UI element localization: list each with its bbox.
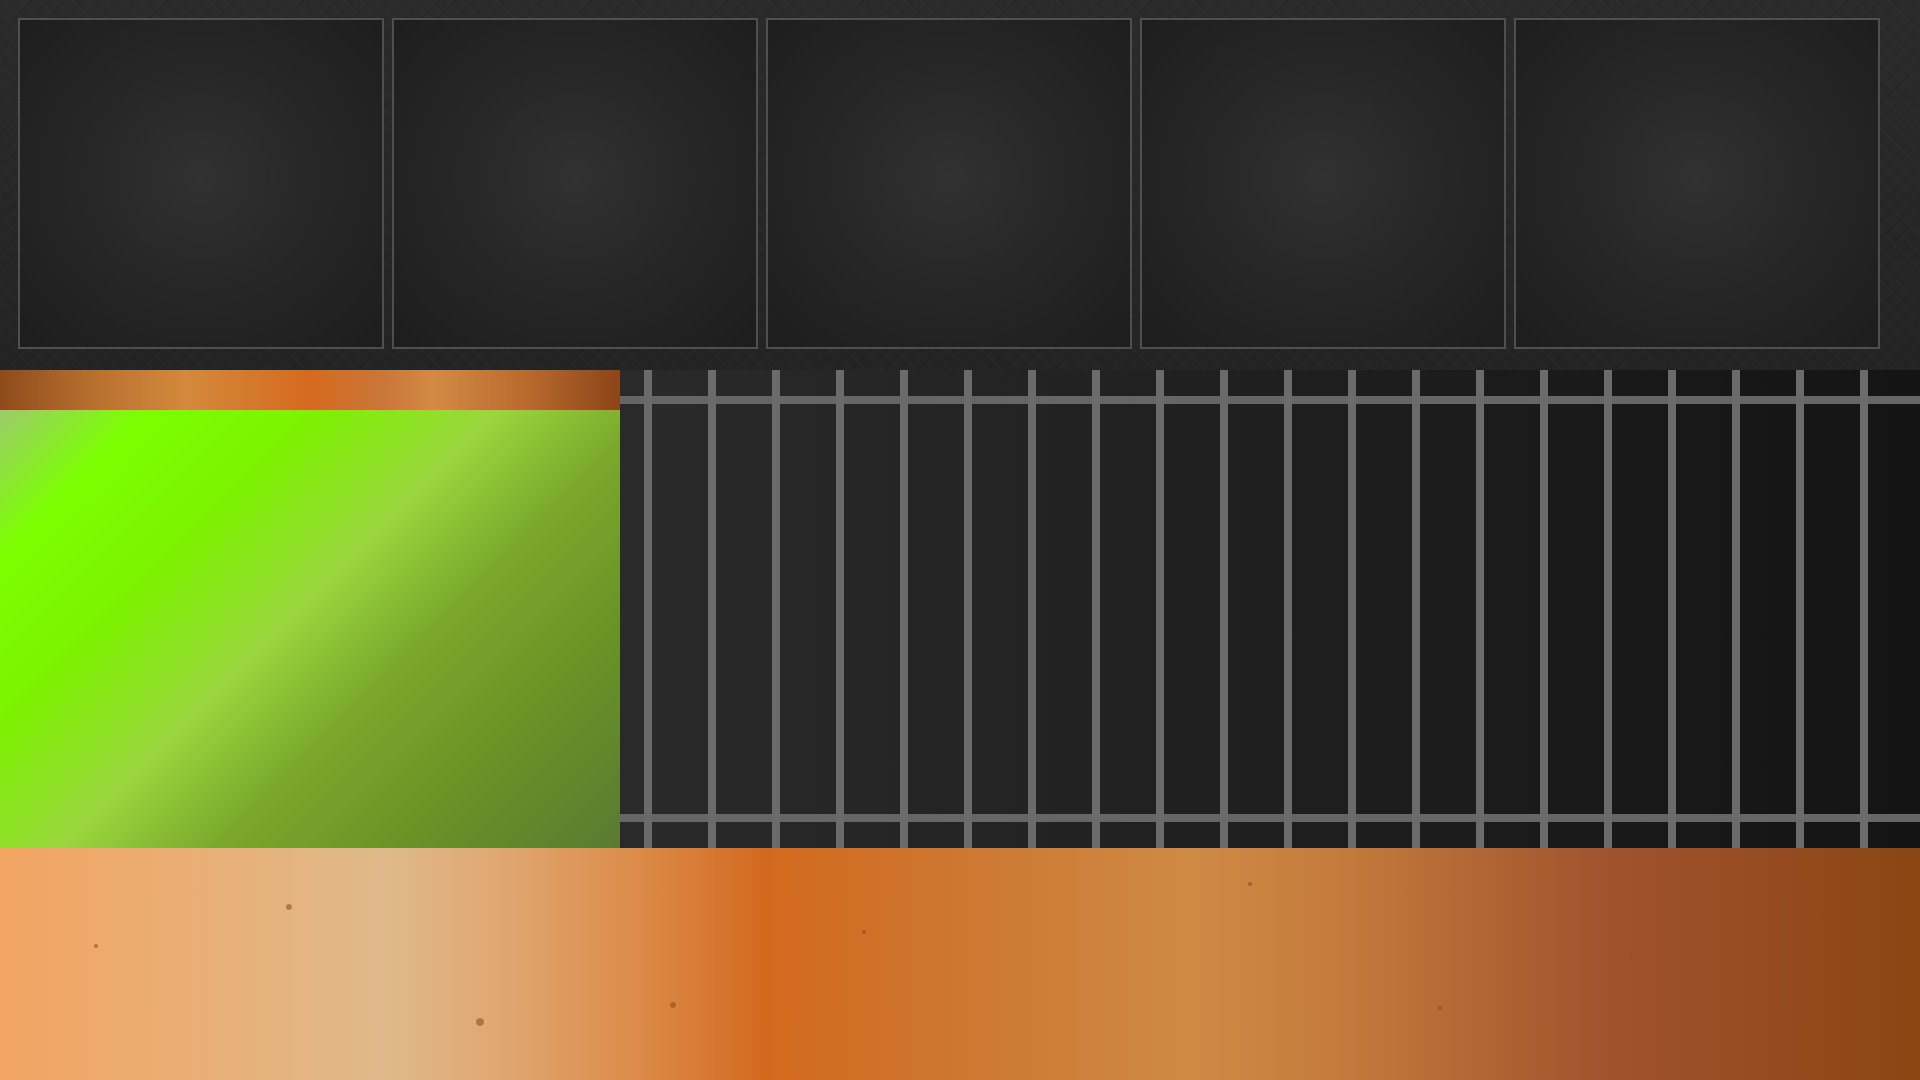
cage-bar (900, 370, 908, 848)
inventory-slot-5[interactable] (1514, 18, 1880, 349)
cage-bar (1092, 370, 1100, 848)
pen-rim (0, 370, 620, 410)
cage-bar (1412, 370, 1420, 848)
ground (0, 848, 1920, 1080)
inventory-panel (0, 0, 1920, 370)
cage-bar (708, 370, 716, 848)
cage-bar (1156, 370, 1164, 848)
inventory-slot-1[interactable] (18, 18, 384, 349)
cage-bar (1028, 370, 1036, 848)
cage-bar (1796, 370, 1804, 848)
cage-bar (1604, 370, 1612, 848)
cage-bar (1476, 370, 1484, 848)
pebble (1630, 956, 1633, 959)
cage-bar (964, 370, 972, 848)
cage-rail-bottom (620, 814, 1920, 822)
cage-bar (1668, 370, 1676, 848)
cage-bar (1348, 370, 1356, 848)
inventory-slot-2[interactable] (392, 18, 758, 349)
pebble (94, 944, 98, 948)
pebble (1248, 882, 1252, 886)
green-slime[interactable] (0, 410, 620, 848)
pebble (1820, 918, 1823, 921)
cage (620, 370, 1920, 848)
inventory-slot-4[interactable] (1140, 18, 1506, 349)
cage-bar (836, 370, 844, 848)
cage-bar (1540, 370, 1548, 848)
pebble (286, 904, 292, 910)
cage-bar (1860, 370, 1868, 848)
pebble (476, 1018, 484, 1026)
slime-pen[interactable] (0, 370, 620, 848)
cage-bar (772, 370, 780, 848)
pebble (862, 930, 866, 934)
pebble (1438, 1006, 1442, 1010)
pebble (670, 1002, 676, 1008)
cage-bar (644, 370, 652, 848)
cage-bar (1220, 370, 1228, 848)
cage-bar (1732, 370, 1740, 848)
inventory-slot-3[interactable] (766, 18, 1132, 349)
cage-bar (1284, 370, 1292, 848)
cage-rail-top (620, 396, 1920, 404)
